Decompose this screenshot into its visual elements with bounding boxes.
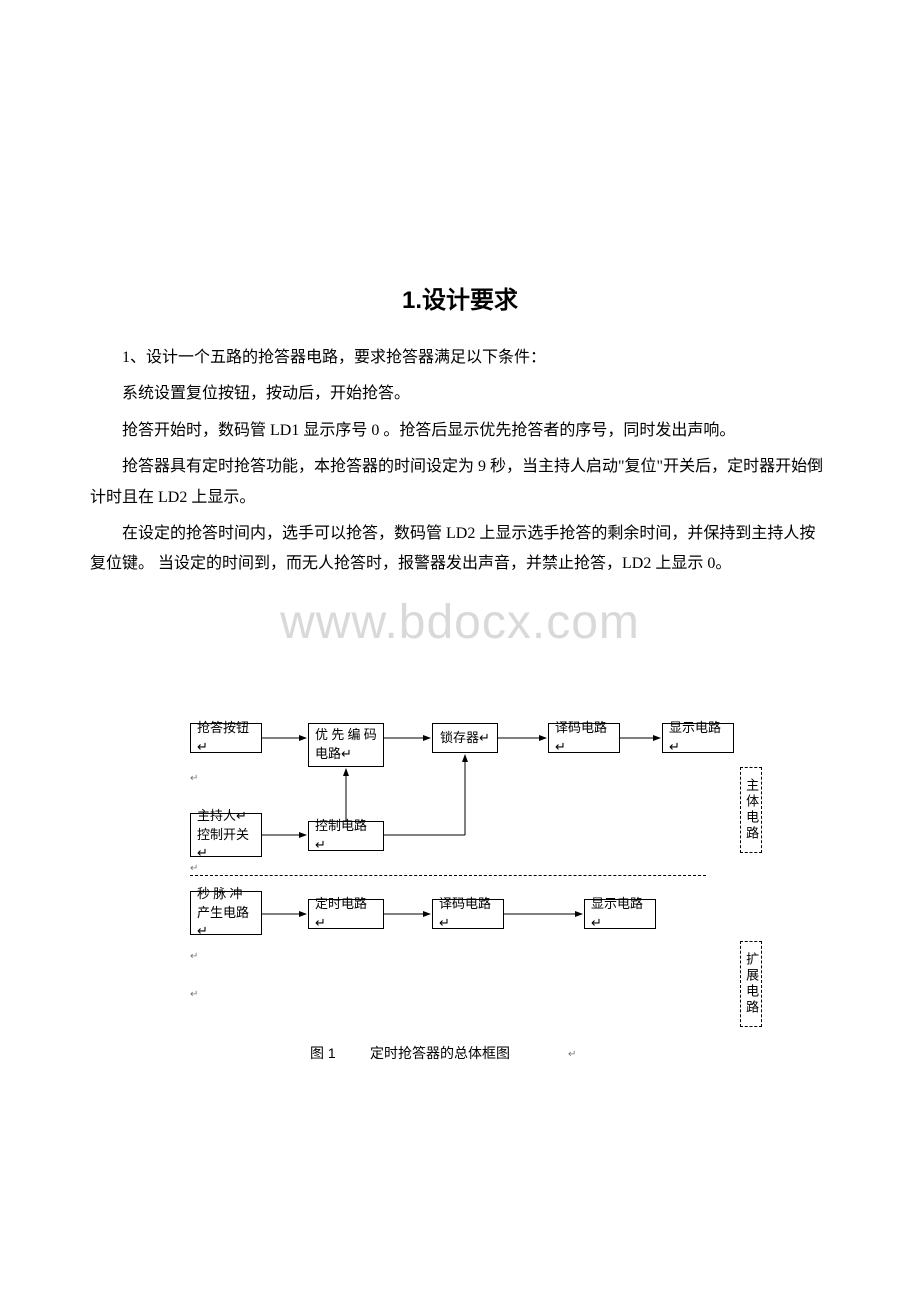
block-diagram: 抢答按钮↵ 优 先 编 码电路↵ 锁存器↵ 译码电路↵ 显示电路↵ 主持人↵ 控… [190, 705, 760, 1095]
figure-caption-number: 图 1 [310, 1043, 336, 1063]
watermark-text: www.bdocx.com [0, 595, 920, 650]
paragraph-5: 在设定的抢答时间内，选手可以抢答，数码管 LD2 上显示选手抢答的剩余时间，并保… [90, 519, 830, 580]
section-title: 1.设计要求 [90, 280, 830, 315]
paragraph-3: 抢答开始时，数码管 LD1 显示序号 0 。抢答后显示优先抢答者的序号，同时发出… [90, 416, 830, 446]
paragraph-4: 抢答器具有定时抢答功能，本抢答器的时间设定为 9 秒，当主持人启动"复位"开关后… [90, 452, 830, 513]
diagram-arrows [190, 705, 770, 1065]
paragraph-1: 1、设计一个五路的抢答器电路，要求抢答器满足以下条件： [90, 343, 830, 373]
figure-caption-text: 定时抢答器的总体框图 [370, 1043, 510, 1063]
paragraph-2: 系统设置复位按钮，按动后，开始抢答。 [90, 379, 830, 409]
document-content: 1.设计要求 1、设计一个五路的抢答器电路，要求抢答器满足以下条件： 系统设置复… [0, 0, 920, 580]
